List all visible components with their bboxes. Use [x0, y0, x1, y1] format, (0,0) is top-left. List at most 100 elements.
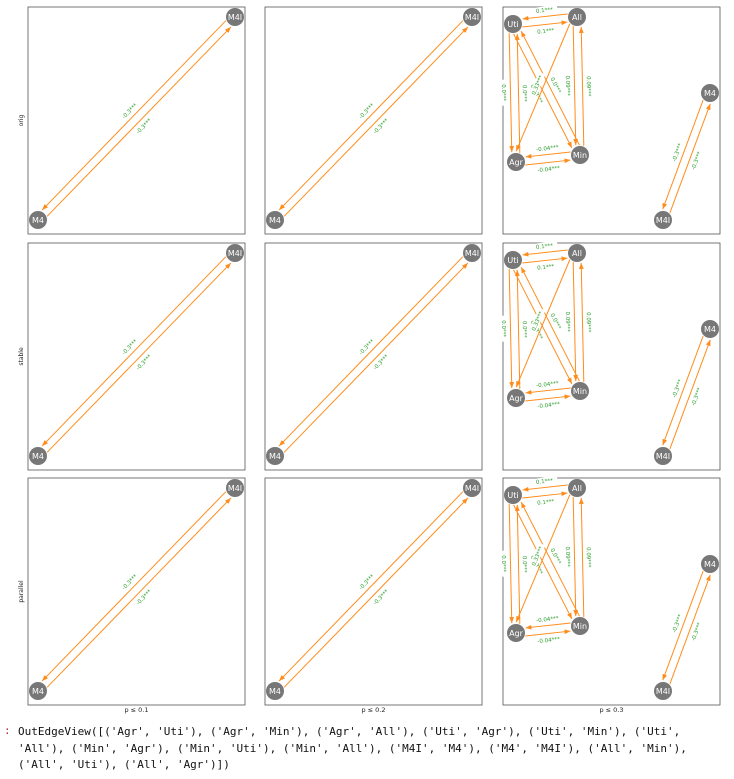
edge-M4-M4I — [662, 99, 704, 210]
node-label-M4I: M4I — [465, 484, 479, 493]
edge-label-Uti-All: 0.1*** — [537, 264, 555, 272]
edge-label-bg — [688, 147, 704, 174]
edge-Min-Agr — [525, 387, 571, 395]
edge-label-bg — [117, 570, 141, 594]
node-Min — [571, 617, 589, 635]
edge-M4-M4I — [283, 262, 469, 453]
edge-label-bg — [688, 618, 704, 645]
node-label-M4I: M4I — [465, 249, 479, 258]
edge-Agr-Uti — [514, 33, 521, 153]
node-label-M4: M4 — [704, 560, 716, 569]
node-M4 — [29, 211, 47, 229]
node-label-M4: M4 — [269, 216, 281, 225]
edge-M4-M4I — [46, 497, 232, 688]
edge-label-bg — [521, 80, 529, 107]
edge-label-bg — [531, 241, 558, 251]
edge-label-bg — [132, 585, 156, 609]
edge-label-All-Uti: 0.1*** — [536, 478, 554, 486]
edge-Agr-Min — [525, 629, 571, 637]
edge-All-Min — [572, 262, 579, 382]
edge-label-All-Min: 0.09*** — [564, 75, 570, 96]
edge-label-Uti-All: 0.1*** — [537, 499, 555, 507]
edge-label-All-Min: 0.09*** — [564, 546, 570, 567]
edge-label-bg — [531, 476, 558, 486]
node-M4I — [226, 8, 244, 26]
node-label-All: All — [572, 249, 582, 258]
node-Agr — [507, 153, 525, 171]
node-Agr — [507, 389, 525, 407]
edge-label-bg — [521, 551, 529, 578]
edge-label-bg — [354, 570, 378, 594]
node-M4 — [29, 682, 47, 700]
edge-label-All-Uti: 0.1*** — [536, 7, 554, 15]
edge-label-All-Min: 0.09*** — [564, 311, 570, 332]
edge-Agr-Uti — [514, 269, 521, 389]
edge-M4I-M4 — [669, 103, 711, 214]
edge-label-bg — [532, 26, 559, 36]
edge-M4I-M4 — [41, 491, 227, 682]
edge-label-Min-Agr: -0.04*** — [536, 381, 559, 389]
edge-All-Uti — [522, 249, 568, 257]
node-label-M4I: M4I — [228, 249, 242, 258]
node-Min — [571, 382, 589, 400]
row-label-parallel: parallel — [18, 580, 25, 603]
edge-label-bg — [585, 73, 593, 100]
node-M4 — [266, 682, 284, 700]
edge-All-Uti — [522, 484, 568, 492]
edge-Min-All — [578, 26, 585, 146]
edge-label-bg — [585, 309, 593, 336]
node-label-M4: M4 — [269, 452, 281, 461]
edge-M4I-M4 — [41, 256, 227, 447]
edge-Min-Agr — [525, 151, 571, 159]
edge-Uti-All — [522, 491, 568, 499]
edge-M4I-M4 — [278, 491, 464, 682]
edge-label-Agr-Uti: 0.0*** — [521, 321, 527, 338]
output-cell: : OutEdgeView([('Agr', 'Uti'), ('Agr', '… — [0, 722, 734, 774]
edge-Min-Uti — [520, 30, 580, 146]
panel-0-2: 0.1***0.1***0.0***0.0***0.33***0.0***0.3… — [500, 5, 721, 235]
panel-frame — [502, 477, 721, 706]
node-Uti — [504, 15, 522, 33]
edge-label-bg — [669, 610, 685, 637]
node-All — [568, 244, 586, 262]
node-label-M4: M4 — [32, 687, 44, 696]
node-label-M4I: M4I — [656, 452, 670, 461]
edge-label-bg — [535, 400, 562, 410]
edge-label-Min-All: 0.09*** — [585, 312, 591, 333]
edge-label-bg — [117, 99, 141, 123]
edge-All-Uti — [522, 13, 568, 21]
node-label-All: All — [572, 13, 582, 22]
edge-M4I-M4 — [278, 256, 464, 447]
node-label-M4: M4 — [32, 452, 44, 461]
node-label-Min: Min — [573, 387, 587, 396]
edge-M4I-M4 — [669, 574, 711, 685]
node-label-M4I: M4I — [228, 484, 242, 493]
edge-Uti-All — [522, 20, 568, 28]
edge-label-bg — [534, 614, 561, 624]
panel-frame — [27, 6, 246, 235]
node-label-M4: M4 — [269, 687, 281, 696]
edge-label-bg — [528, 71, 546, 99]
node-M4I — [226, 244, 244, 262]
edge-label-bg — [564, 72, 572, 99]
node-label-Min: Min — [573, 151, 587, 160]
node-M4 — [266, 447, 284, 465]
edge-label-bg — [369, 114, 393, 138]
node-M4 — [29, 447, 47, 465]
edge-Uti-All — [522, 256, 568, 264]
node-label-All: All — [572, 484, 582, 493]
edge-label-Min-All: 0.09*** — [585, 76, 591, 97]
node-All — [568, 8, 586, 26]
edge-label-bg — [528, 307, 546, 335]
edge-label-Uti-Agr: 0.0*** — [500, 320, 506, 337]
node-label-Uti: Uti — [507, 256, 518, 265]
node-label-M4I: M4I — [465, 13, 479, 22]
edge-label-bg — [669, 375, 685, 402]
edge-label-bg — [521, 316, 529, 343]
edge-Agr-Uti — [514, 504, 521, 624]
edge-label-Agr-Min: -0.04*** — [537, 166, 560, 174]
edge-Uti-Agr — [508, 504, 515, 624]
edge-All-Agr — [515, 23, 571, 152]
